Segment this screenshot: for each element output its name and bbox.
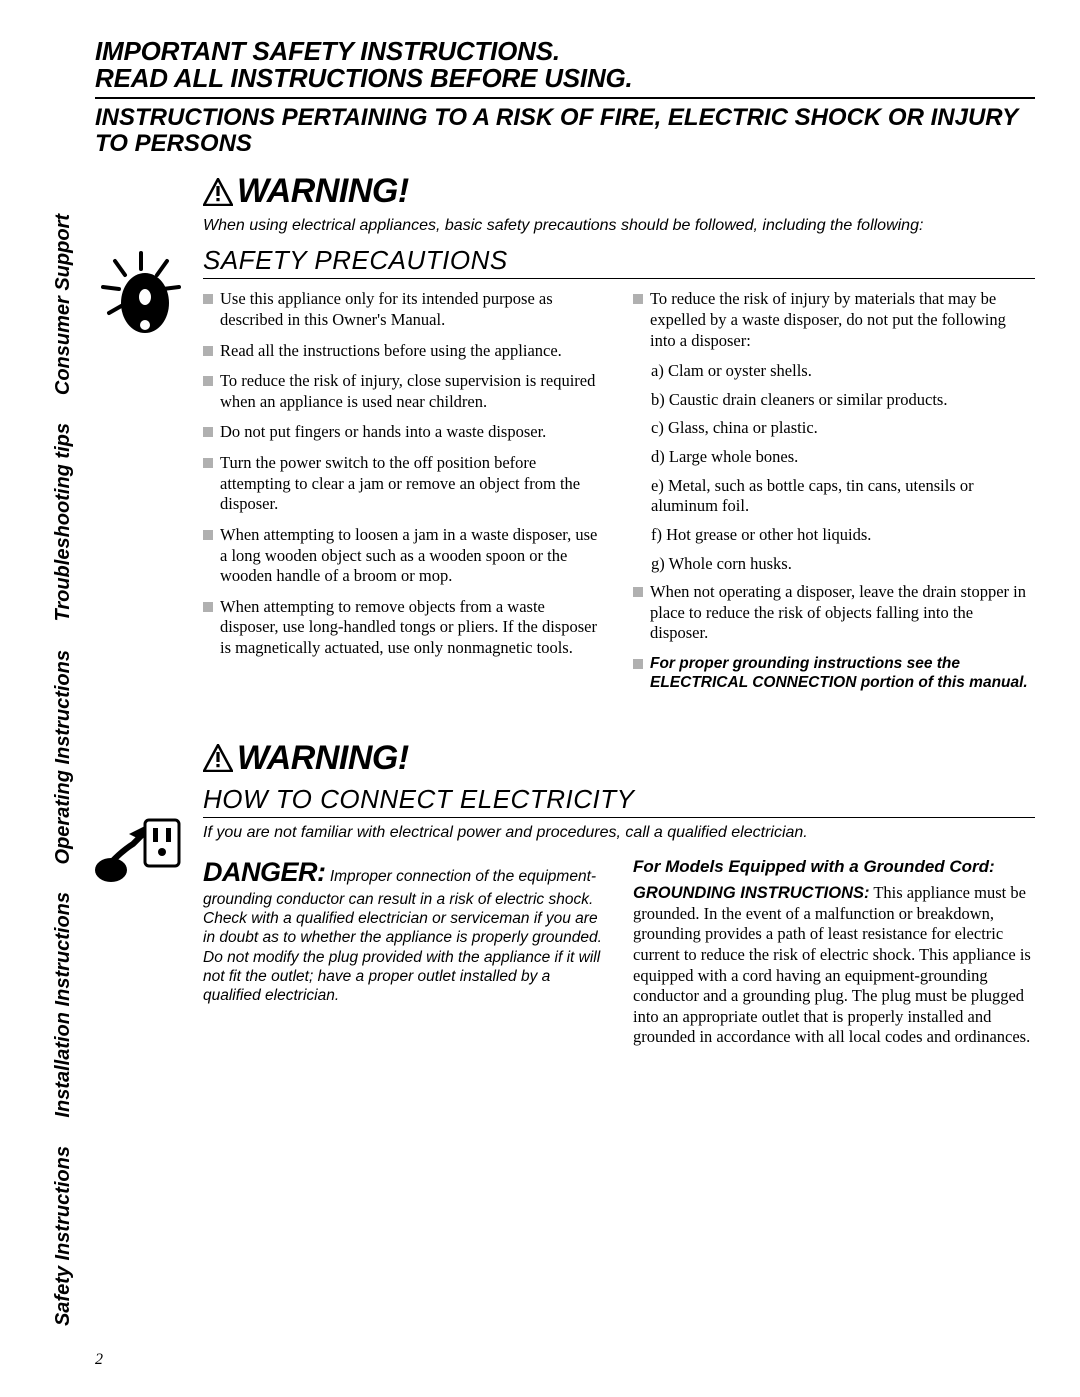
s1-sub-g: g) Whole corn husks. [651,554,1035,575]
s1-sub-b: b) Caustic drain cleaners or similar pro… [651,390,1035,411]
s1-sub-c: c) Glass, china or plastic. [651,418,1035,439]
tab-installation-instructions: Installation Instructions [52,878,75,1132]
s1-right-2: When not operating a disposer, leave the… [650,582,1035,644]
tab-consumer-support: Consumer Support [52,200,75,409]
s1-left-5: When attempting to loosen a jam in a was… [220,525,605,587]
section1-title: SAFETY PRECAUTIONS [203,245,1035,276]
heading-main-1: IMPORTANT SAFETY INSTRUCTIONS. [95,38,1035,65]
page-content: IMPORTANT SAFETY INSTRUCTIONS. READ ALL … [95,38,1035,1048]
section1-col-left: Use this appliance only for its intended… [203,289,605,703]
section1-col-right: To reduce the risk of injury by material… [633,289,1035,703]
s1-sub-e: e) Metal, such as bottle caps, tin cans,… [651,476,1035,517]
heading-main-2: READ ALL INSTRUCTIONS BEFORE USING. [95,65,1035,92]
s1-left-1: Read all the instructions before using t… [220,341,562,362]
rule-section1 [203,278,1035,279]
warning-triangle-icon [203,178,233,206]
tab-operating-instructions: Operating Instructions [52,636,75,878]
warning-triangle-icon [203,744,233,772]
s1-right-note: For proper grounding instructions see th… [650,654,1035,693]
page-number: 2 [95,1351,103,1369]
section-safety-precautions: When using electrical appliances, basic … [95,217,1035,703]
warning-row-1: WARNING! [203,172,1035,211]
tab-safety-instructions: Safety Instructions [52,1132,75,1340]
s1-sub-d: d) Large whole bones. [651,447,1035,468]
rule-section2 [203,817,1035,818]
s1-sub-a: a) Clam or oyster shells. [651,361,1035,382]
section2-col-right: For Models Equipped with a Grounded Cord… [633,856,1035,1048]
grounded-cord-subhead: For Models Equipped with a Grounded Cord… [633,856,1035,877]
tab-troubleshooting-tips: Troubleshooting tips [52,409,75,636]
danger-label: DANGER: [203,857,326,887]
warning-label-1: WARNING! [237,172,409,211]
danger-text: Improper connection of the equipment-gro… [203,868,602,1005]
alert-burst-icon [95,247,185,347]
s1-left-4: Turn the power switch to the off positio… [220,453,605,515]
warning-row-2: WARNING! [203,739,1035,778]
grounding-body: This appliance must be grounded. In the … [633,883,1031,1046]
rule-1 [95,97,1035,99]
s1-left-6: When attempting to remove objects from a… [220,597,605,659]
section-electricity: HOW TO CONNECT ELECTRICITY If you are no… [95,784,1035,1048]
s1-left-2: To reduce the risk of injury, close supe… [220,371,605,412]
s1-left-3: Do not put fingers or hands into a waste… [220,422,546,443]
plug-outlet-icon [95,814,185,892]
section2-col-left: DANGER: Improper connection of the equip… [203,856,605,1048]
s1-sub-f: f) Hot grease or other hot liquids. [651,525,1035,546]
sidebar-tabs: Safety Instructions Installation Instruc… [48,40,78,1340]
section2-intro: If you are not familiar with electrical … [203,824,1035,842]
grounding-runin: GROUNDING INSTRUCTIONS: [633,884,870,902]
warning-label-2: WARNING! [237,739,409,778]
section1-intro: When using electrical appliances, basic … [203,217,1035,235]
s1-left-0: Use this appliance only for its intended… [220,289,605,330]
s1-right-lead: To reduce the risk of injury by material… [650,289,1035,351]
section2-title: HOW TO CONNECT ELECTRICITY [203,784,1035,815]
heading-risk: INSTRUCTIONS PERTAINING TO A RISK OF FIR… [95,105,1035,159]
